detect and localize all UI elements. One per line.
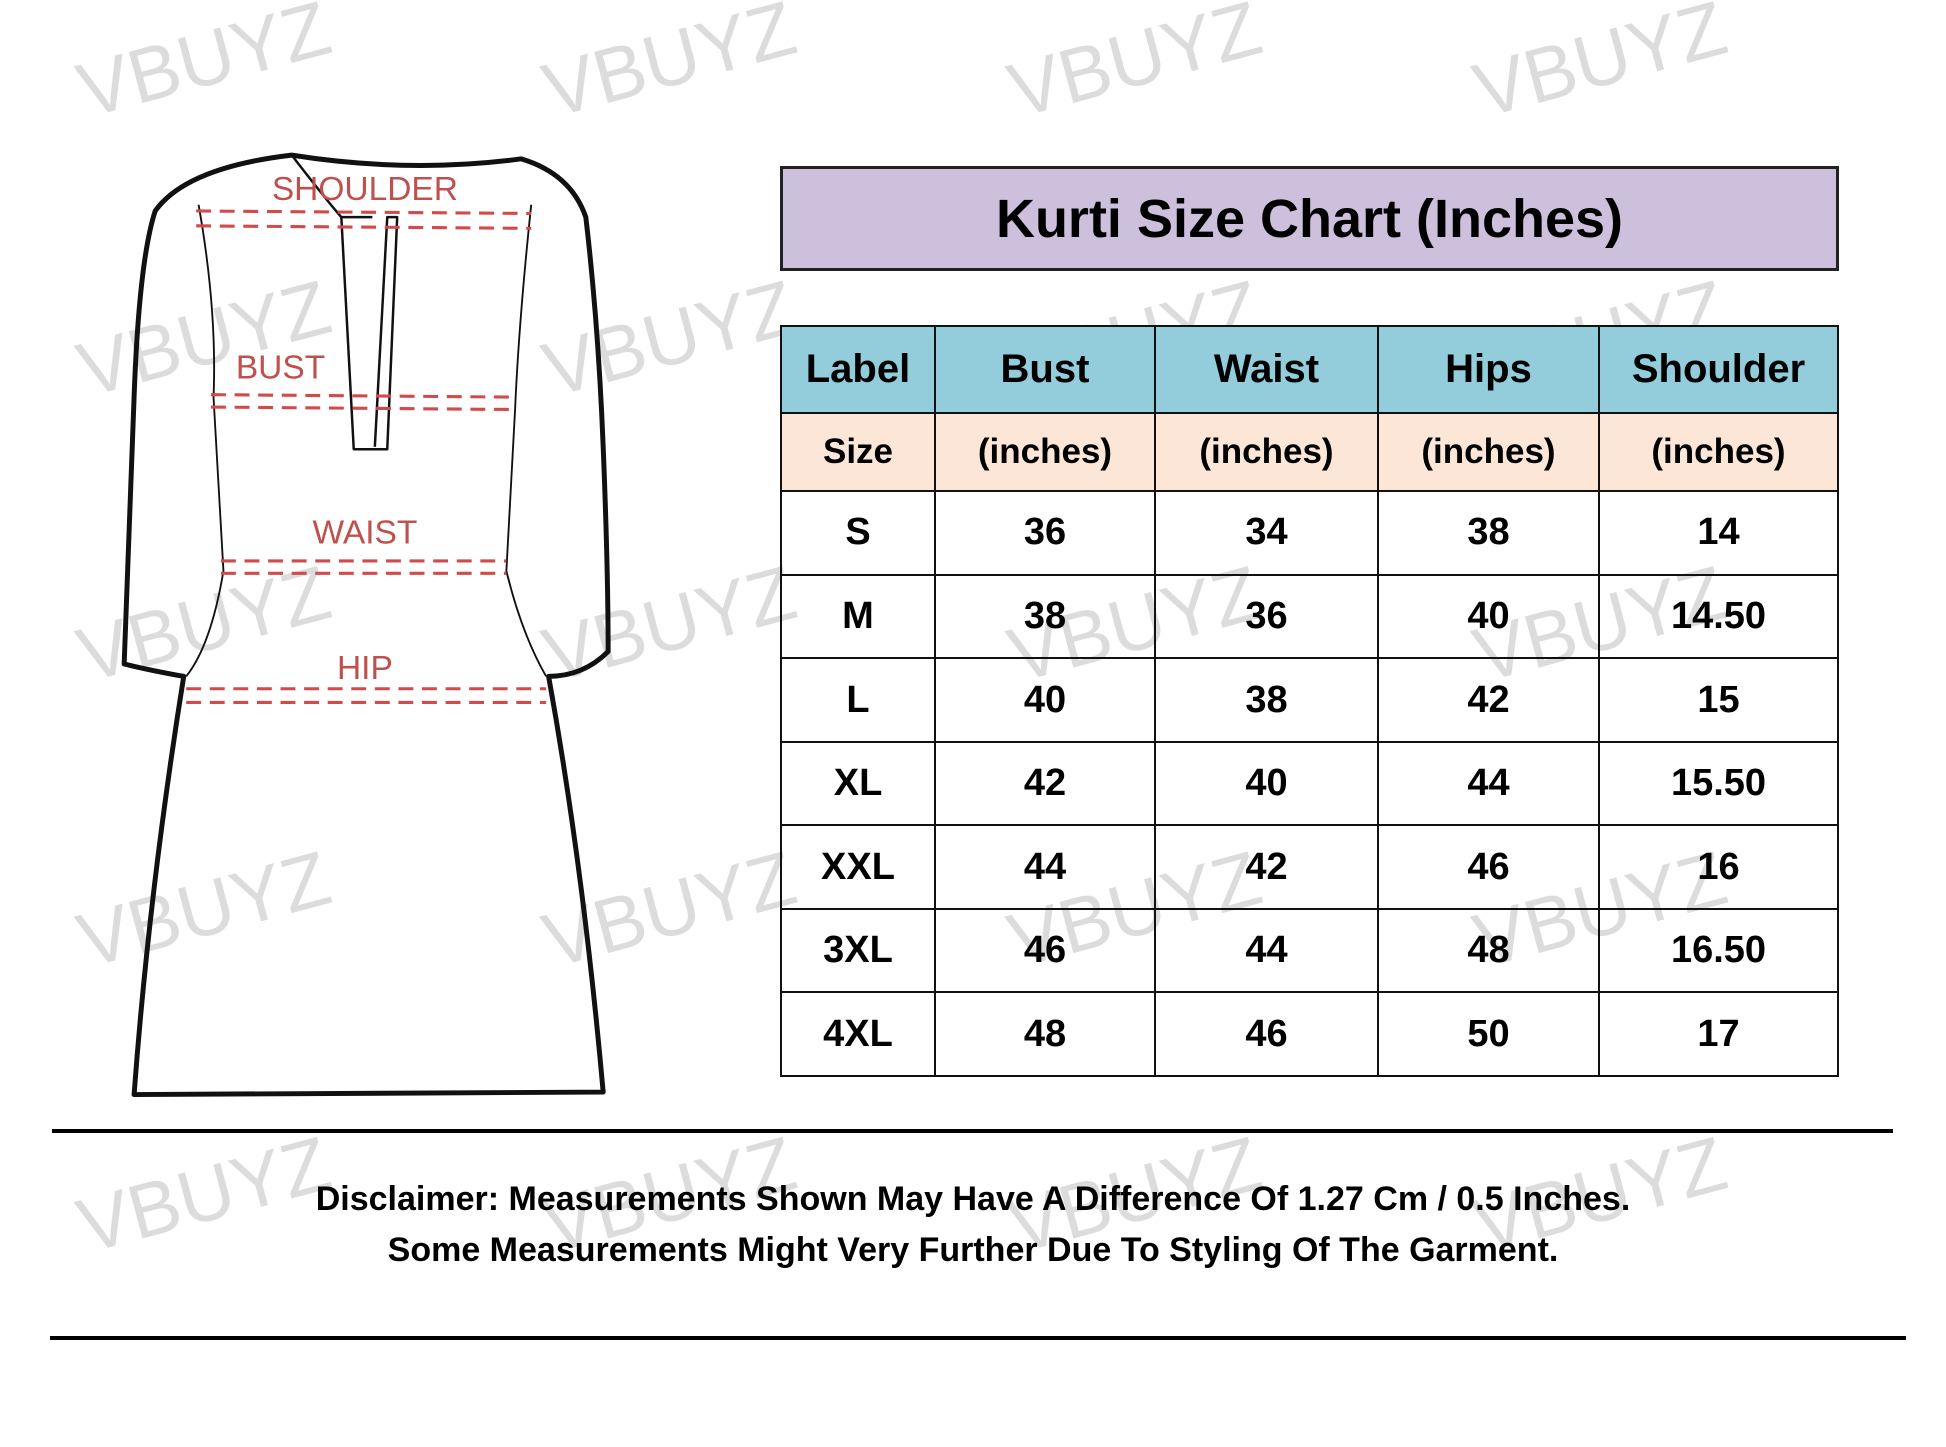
table-cell: 48 [934, 991, 1156, 1077]
table-cell: 44 [1154, 907, 1379, 994]
shoulder-label: SHOULDER [272, 171, 458, 208]
table-cell: 34 [1154, 490, 1379, 576]
watermark: VBUYZ [534, 550, 804, 699]
table-cell: Bust [934, 324, 1156, 415]
table-cell: 3XL [780, 907, 936, 994]
table-row: S 36 34 38 14 [780, 490, 1839, 576]
table-cell: 50 [1377, 991, 1600, 1077]
table-cell: (inches) [1598, 412, 1839, 493]
table-row: L 40 38 42 15 [780, 657, 1839, 743]
table-cell: 38 [934, 573, 1156, 660]
table-cell: XXL [780, 824, 936, 910]
table-cell: 42 [1154, 824, 1379, 910]
divider-top [52, 1129, 1893, 1133]
table-cell: 14 [1598, 490, 1839, 576]
table-cell: 44 [934, 824, 1156, 910]
table-cell: 40 [934, 657, 1156, 743]
watermark: VBUYZ [534, 264, 804, 413]
table-cell: 15 [1598, 657, 1839, 743]
table-cell: 42 [1377, 657, 1600, 743]
table-cell: 38 [1377, 490, 1600, 576]
watermark: VBUYZ [1465, 0, 1735, 134]
table-cell: S [780, 490, 936, 576]
table-cell: 40 [1154, 740, 1379, 827]
table-cell: 46 [934, 907, 1156, 994]
table-cell: XL [780, 740, 936, 827]
table-cell: 44 [1377, 740, 1600, 827]
table-cell: 46 [1154, 991, 1379, 1077]
table-cell: Size [780, 412, 936, 493]
table-cell: L [780, 657, 936, 743]
table-cell: 42 [934, 740, 1156, 827]
watermark: VBUYZ [69, 835, 339, 984]
hip-label: HIP [337, 650, 393, 687]
table-cell: M [780, 573, 936, 660]
chart-title: Kurti Size Chart (Inches) [780, 166, 1839, 271]
watermark: VBUYZ [69, 0, 339, 134]
table-cell: 4XL [780, 991, 936, 1077]
table-cell: 16.50 [1598, 907, 1839, 994]
table-cell: 14.50 [1598, 573, 1839, 660]
table-cell: (inches) [1154, 412, 1379, 493]
bust-label: BUST [236, 350, 325, 387]
table-cell: 36 [1154, 573, 1379, 660]
table-row: XL 42 40 44 15.50 [780, 740, 1839, 827]
waist-label: WAIST [312, 515, 417, 552]
table-row: 4XL 48 46 50 17 [780, 991, 1839, 1077]
table-row: 3XL 46 44 48 16.50 [780, 907, 1839, 994]
disclaimer-line-1: Disclaimer: Measurements Shown May Have … [315, 1180, 1631, 1218]
table-cell: (inches) [1377, 412, 1600, 493]
size-table: Label Bust Waist Hips Shoulder Size (inches) (i… [780, 324, 1839, 1077]
table-cell: Hips [1377, 324, 1600, 415]
table-cell: 38 [1154, 657, 1379, 743]
table-cell: (inches) [934, 412, 1156, 493]
table-row: M 38 36 40 14.50 [780, 573, 1839, 660]
header-row: Label Bust Waist Hips Shoulder [780, 324, 1839, 415]
table-cell: 36 [934, 490, 1156, 576]
kurti-outline [121, 152, 611, 1098]
table-row: XXL 44 42 46 16 [780, 824, 1839, 910]
subheader-row: Size (inches) (inches) (inches) (inches) [780, 412, 1839, 493]
table-cell: 17 [1598, 991, 1839, 1077]
watermark: VBUYZ [1000, 0, 1270, 134]
table-cell: Label [780, 324, 936, 415]
disclaimer-line-2: Some Measurements Might Very Further Due… [387, 1231, 1559, 1269]
table-cell: 16 [1598, 824, 1839, 910]
divider-bottom [50, 1336, 1906, 1340]
table-cell: 46 [1377, 824, 1600, 910]
table-cell: Waist [1154, 324, 1379, 415]
table-cell: 15.50 [1598, 740, 1839, 827]
watermark: VBUYZ [534, 0, 804, 134]
table-cell: 40 [1377, 573, 1600, 660]
table-cell: Shoulder [1598, 324, 1839, 415]
table-cell: 48 [1377, 907, 1600, 994]
watermark: VBUYZ [69, 264, 339, 413]
